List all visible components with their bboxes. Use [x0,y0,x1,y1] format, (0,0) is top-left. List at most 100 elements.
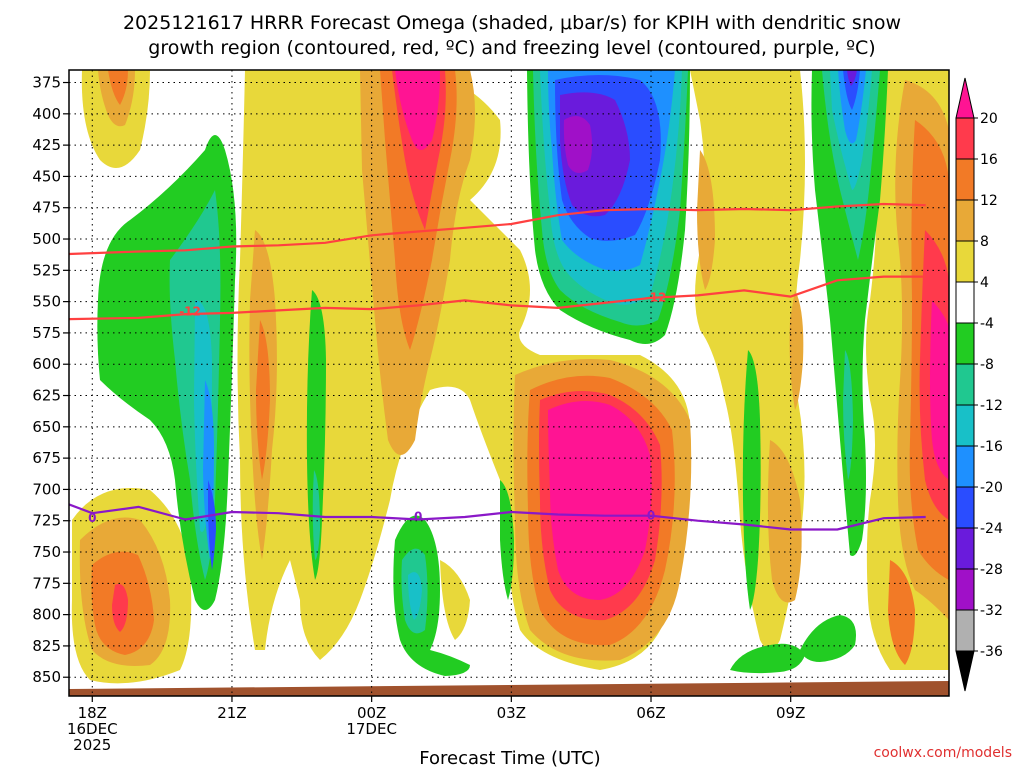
colorbar-bottom-triangle [955,650,975,692]
y-axis-ticks: 375 400 425 450 475 500 525 550 575 600 625 650 675 7… [32,74,69,686]
y-tick-label: 775 [32,574,61,592]
y-tick-label: 600 [32,355,61,373]
x-tick-label: 06Z [636,704,665,722]
y-tick-label: 725 [32,512,61,530]
omega-green-09z [811,70,888,556]
x-tick-label: 21Z [217,704,246,722]
y-tick-label: 650 [32,418,61,436]
grid-lines [69,70,949,696]
y-tick-label: 800 [32,606,61,624]
colorbar-bin [955,117,975,160]
colorbar-label: -20 [980,480,1003,496]
colorbar-label: -8 [980,357,994,373]
omega-teal-22z [312,470,320,560]
dgz-isotherm-line [69,275,926,321]
colorbar-label: -4 [980,316,994,332]
omega-orange-06z [697,150,715,290]
contour-label: -12 [179,304,201,318]
chart-title-line-1: 2025121617 HRRR Forecast Omega (shaded, … [123,12,901,34]
colorbar-bin [955,404,975,447]
colorbar-bin [955,609,975,652]
omega-orange-08z-lower [767,440,802,603]
colorbar-label: 16 [980,152,998,168]
omega-purple-09z [847,70,857,86]
y-tick-label: 475 [32,199,61,217]
omega-magenta-00z [395,70,440,150]
colorbar-bin [955,445,975,488]
omega-orange-upper-west-dk [108,70,128,105]
y-tick-label: 625 [32,387,61,405]
x-tick-label: 09Z [776,704,805,722]
contour-lines [69,202,926,531]
colorbar-label: -36 [980,644,1003,660]
y-tick-label: 425 [32,136,61,154]
omega-cyan-00z-lower [408,572,422,620]
omega-orange-08z [789,290,804,410]
y-tick-label: 500 [32,230,61,248]
colorbar-label: -24 [980,521,1003,537]
contour-labels: -12 -12 0 0 0 [88,291,667,525]
omega-violet-03z [563,116,593,174]
omega-green-07z [742,350,761,610]
y-tick-label: 850 [32,668,61,686]
omega-positive-fields [71,70,949,684]
omega-magenta-far-east [930,300,949,480]
colorbar-bin [955,527,975,570]
x-axis-title: Forecast Time (UTC) [419,748,600,768]
omega-blue-09z [843,70,860,110]
contour-label: -12 [645,291,667,305]
colorbar-label: -16 [980,439,1003,455]
y-tick-label: 550 [32,293,61,311]
colorbar: 20 16 12 8 4 -4 -8 -12 -16 -20 -24 -28 -32 -36 [955,77,1003,692]
omega-blue-west [208,480,216,570]
colorbar-bin [955,486,975,529]
colorbar-bin [955,158,975,201]
x-tick-label: 17DEC [346,720,397,738]
colorbar-bin [955,568,975,611]
terrain-surface [69,681,949,696]
contour-label: 0 [88,511,96,525]
colorbar-bin [955,363,975,406]
omega-green-07z-lower [730,643,805,674]
colorbar-bin [955,281,975,324]
x-tick-label: 16DEC [67,720,118,738]
colorbar-label: -12 [980,398,1003,414]
colorbar-bin [955,322,975,365]
x-tick-label: 03Z [497,704,526,722]
contour-label: 0 [414,510,422,524]
y-tick-label: 525 [32,261,61,279]
contour-label: 0 [647,508,655,522]
y-tick-label: 375 [32,74,61,92]
freezing-level-line [69,503,926,531]
colorbar-label: 8 [980,234,989,250]
y-tick-label: 700 [32,480,61,498]
colorbar-label: 4 [980,275,989,291]
y-tick-label: 575 [32,324,61,342]
omega-negative-fields [97,70,888,676]
plot-frame [68,69,950,697]
dgz-isotherm-line [69,202,926,256]
y-tick-label: 450 [32,167,61,185]
omega-green-22z [306,290,326,580]
colorbar-label: 12 [980,193,998,209]
credit-text: coolwx.com/models [874,745,1012,761]
y-tick-label: 825 [32,637,61,655]
x-tick-label: 2025 [73,736,111,754]
x-tick-label: 18Z [78,704,107,722]
omega-green-08z-lower [800,615,856,662]
plot-area: -12 -12 0 0 0 [69,70,949,696]
omega-yellow-small-01z [440,560,470,640]
chart-title-line-2: growth region (contoured, red, ºC) and f… [148,37,875,59]
colorbar-label: 20 [980,111,998,127]
omega-yellow-east-upper [705,100,800,250]
omega-orange-21z-dk [256,320,270,480]
colorbar-bin [955,240,975,283]
omega-orange-10z-lower [888,560,915,665]
y-tick-label: 400 [32,105,61,123]
colorbar-top-triangle [955,77,975,119]
x-tick-label: 00Z [357,704,386,722]
omega-magenta-03z [548,401,652,600]
y-tick-label: 750 [32,543,61,561]
